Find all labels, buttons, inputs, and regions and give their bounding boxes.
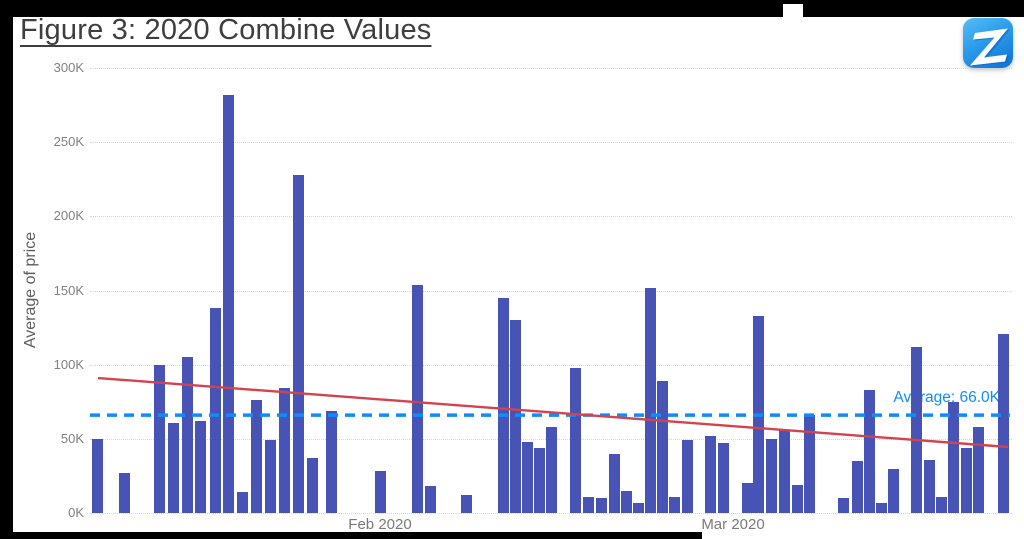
y-tick-label: 50K	[60, 430, 84, 446]
bar[interactable]	[875, 502, 887, 513]
gridline	[90, 142, 1012, 144]
bar[interactable]	[521, 441, 533, 513]
bar[interactable]	[863, 389, 875, 513]
y-tick-label: 100K	[53, 356, 84, 372]
bar[interactable]	[704, 435, 716, 513]
gridline	[90, 290, 1012, 292]
bar[interactable]	[264, 440, 276, 513]
bar[interactable]	[887, 468, 899, 513]
bar[interactable]	[569, 367, 581, 513]
bar[interactable]	[668, 496, 680, 513]
y-tick-label: 200K	[53, 208, 84, 224]
x-tick-label: Feb 2020	[348, 516, 412, 533]
bar[interactable]	[533, 447, 545, 513]
bar[interactable]	[752, 315, 764, 513]
bar[interactable]	[681, 440, 693, 513]
bar[interactable]	[837, 498, 849, 513]
bar[interactable]	[167, 422, 179, 513]
top-border-notch	[783, 4, 803, 17]
bar[interactable]	[91, 438, 103, 513]
bar[interactable]	[250, 400, 262, 513]
bar[interactable]	[608, 453, 620, 513]
bar[interactable]	[509, 320, 521, 513]
bar[interactable]	[306, 458, 318, 513]
bar[interactable]	[851, 461, 863, 513]
bar[interactable]	[947, 401, 959, 513]
bar-layer	[90, 68, 1012, 513]
bar[interactable]	[292, 174, 304, 513]
bar[interactable]	[803, 415, 815, 513]
bar[interactable]	[741, 483, 753, 513]
bar[interactable]	[153, 364, 165, 513]
bar[interactable]	[209, 308, 221, 513]
bottom-border-bar	[0, 532, 702, 539]
bar[interactable]	[194, 421, 206, 513]
plot-area	[90, 68, 1012, 514]
bar[interactable]	[222, 94, 234, 513]
y-tick-label: 250K	[53, 134, 84, 150]
bar[interactable]	[424, 486, 436, 513]
bar[interactable]	[411, 284, 423, 513]
bar[interactable]	[910, 346, 922, 513]
bar[interactable]	[118, 472, 130, 513]
gridline	[90, 216, 1012, 218]
y-tick-label: 150K	[53, 282, 84, 298]
bar[interactable]	[460, 495, 472, 513]
bar[interactable]	[644, 287, 656, 513]
bar[interactable]	[497, 297, 509, 513]
left-border-bar	[0, 0, 13, 539]
page-title: Figure 3: 2020 Combine Values	[20, 14, 432, 46]
bar[interactable]	[325, 410, 337, 513]
bar[interactable]	[582, 496, 594, 513]
bar[interactable]	[717, 443, 729, 513]
bar[interactable]	[972, 426, 984, 513]
bar[interactable]	[778, 429, 790, 513]
bar[interactable]	[595, 498, 607, 513]
bar[interactable]	[632, 502, 644, 513]
z-logo-icon	[970, 28, 1010, 67]
gridline	[90, 513, 1012, 514]
bar[interactable]	[765, 438, 777, 513]
bar[interactable]	[181, 357, 193, 513]
gridline	[90, 68, 1012, 69]
gridline	[90, 364, 1012, 366]
bar[interactable]	[791, 484, 803, 513]
bar[interactable]	[997, 333, 1009, 513]
bar[interactable]	[620, 490, 632, 513]
bar[interactable]	[923, 459, 935, 513]
bar[interactable]	[278, 388, 290, 513]
bar[interactable]	[374, 471, 386, 513]
y-tick-label: 0K	[68, 505, 84, 520]
brand-logo	[963, 18, 1013, 68]
y-tick-label: 300K	[53, 60, 84, 75]
x-tick-label: Mar 2020	[701, 516, 765, 533]
bar[interactable]	[236, 492, 248, 513]
bar[interactable]	[960, 447, 972, 513]
bar[interactable]	[935, 496, 947, 513]
bar[interactable]	[656, 380, 668, 513]
top-border-bar	[0, 0, 1024, 17]
bar[interactable]	[545, 426, 557, 513]
